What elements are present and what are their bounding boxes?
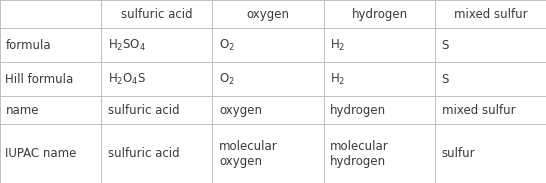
- Text: oxygen: oxygen: [247, 8, 289, 21]
- Text: sulfuric acid: sulfuric acid: [121, 8, 193, 21]
- Text: oxygen: oxygen: [219, 104, 262, 117]
- Text: Hill formula: Hill formula: [5, 73, 74, 86]
- Text: sulfuric acid: sulfuric acid: [108, 147, 179, 160]
- Text: molecular
oxygen: molecular oxygen: [219, 140, 278, 168]
- Text: molecular
hydrogen: molecular hydrogen: [330, 140, 389, 168]
- Text: S: S: [442, 73, 449, 86]
- Text: $\mathregular{H_2O_4S}$: $\mathregular{H_2O_4S}$: [108, 72, 146, 87]
- Text: formula: formula: [5, 39, 51, 52]
- Text: S: S: [442, 39, 449, 52]
- Text: $\mathregular{O_2}$: $\mathregular{O_2}$: [219, 72, 235, 87]
- Text: mixed sulfur: mixed sulfur: [442, 104, 515, 117]
- Text: hydrogen: hydrogen: [330, 104, 387, 117]
- Text: sulfuric acid: sulfuric acid: [108, 104, 179, 117]
- Text: $\mathregular{H_2SO_4}$: $\mathregular{H_2SO_4}$: [108, 38, 146, 53]
- Text: IUPAC name: IUPAC name: [5, 147, 77, 160]
- Text: $\mathregular{H_2}$: $\mathregular{H_2}$: [330, 72, 346, 87]
- Text: mixed sulfur: mixed sulfur: [454, 8, 527, 21]
- Text: $\mathregular{O_2}$: $\mathregular{O_2}$: [219, 38, 235, 53]
- Text: $\mathregular{H_2}$: $\mathregular{H_2}$: [330, 38, 346, 53]
- Text: hydrogen: hydrogen: [352, 8, 407, 21]
- Text: name: name: [5, 104, 39, 117]
- Text: sulfur: sulfur: [442, 147, 476, 160]
